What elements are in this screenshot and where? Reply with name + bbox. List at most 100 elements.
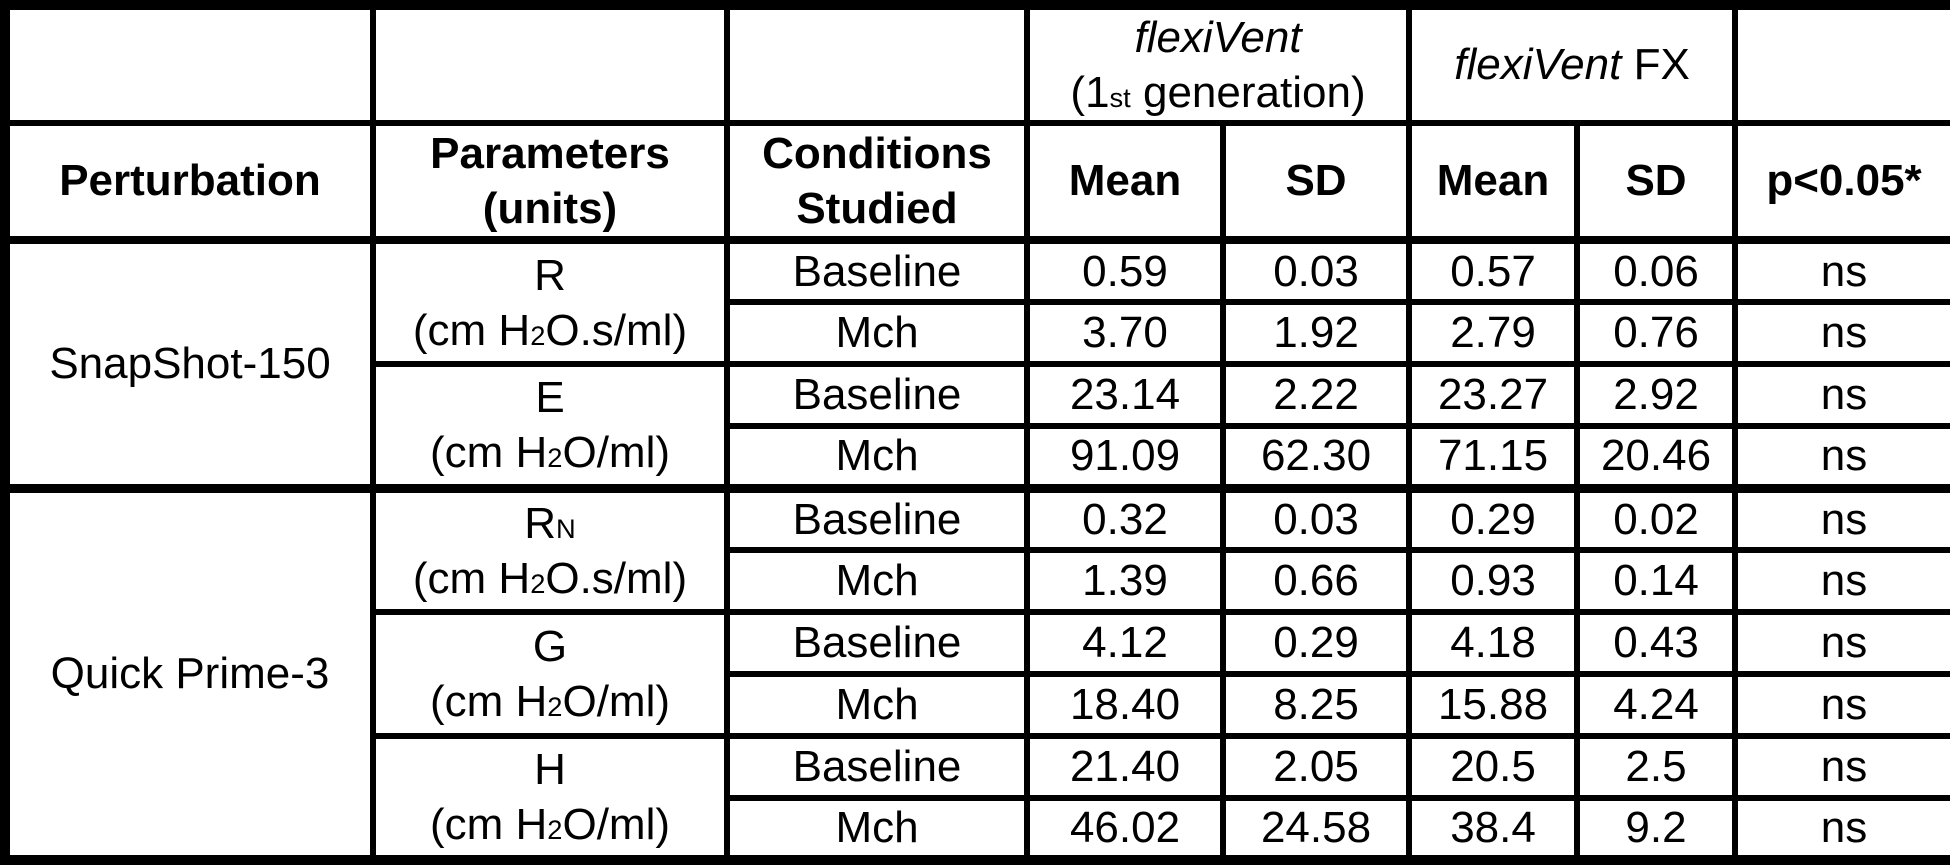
mean-fx-cell: 23.27 (1406, 361, 1581, 429)
mean-gen1-cell: 1.39 (1024, 547, 1226, 615)
condition-cell: Mch (724, 299, 1030, 367)
parameters-header-line1: Parameters (430, 129, 670, 178)
units-subscript: 2 (547, 442, 563, 474)
sd-gen1-cell: 2.05 (1219, 733, 1413, 801)
device-header-flexivent-fx: flexiVent FX (1406, 2, 1739, 126)
sd-gen1-cell: 62.30 (1219, 423, 1413, 491)
parameter-units-line: (cm H2O/ml) (382, 797, 718, 852)
units-suffix: O.s/ml) (545, 305, 688, 355)
condition-cell: Mch (724, 423, 1030, 491)
sd-gen1-cell: 1.92 (1219, 299, 1413, 367)
table-row: Quick Prime-3 RN (cm H2O.s/ml) Baseline … (2, 483, 1950, 863)
col-header-parameters: Parameters (units) (370, 120, 730, 244)
units-prefix: (cm H (429, 428, 548, 478)
sd-fx-cell: 0.14 (1574, 547, 1739, 615)
parameter-symbol-line: E (382, 370, 718, 425)
parameter-symbol-line: H (382, 742, 718, 797)
significance-cell: ns (1732, 547, 1950, 615)
col-header-sd-fx: SD (1574, 120, 1739, 244)
corner-blank-significance (1732, 2, 1950, 126)
parameter-symbol-line: R (382, 248, 718, 303)
parameter-cell: G (cm H2O/ml) (370, 609, 730, 739)
parameter-symbol-line: G (382, 619, 718, 674)
device-header-row: flexiVent (1st generation) flexiVent FX (2, 2, 1950, 126)
significance-cell: ns (1732, 483, 1950, 553)
condition-cell: Baseline (724, 483, 1030, 553)
sd-fx-cell: 0.02 (1574, 483, 1739, 553)
units-suffix: O.s/ml) (545, 553, 688, 603)
mean-gen1-cell: 4.12 (1024, 609, 1226, 677)
device-header-flexivent-gen1: flexiVent (1st generation) (1023, 2, 1413, 126)
mean-fx-cell: 15.88 (1406, 671, 1581, 739)
units-suffix: O/ml) (562, 800, 670, 849)
column-header-row: Perturbation Parameters (units) Conditio… (2, 120, 1950, 244)
parameter-cell: R (cm H2O.s/ml) (370, 237, 730, 367)
significance-cell: ns (1732, 299, 1950, 367)
parameter-symbol-line: RN (382, 497, 718, 551)
sd-fx-cell: 0.43 (1574, 609, 1739, 677)
condition-cell: Mch (724, 795, 1030, 863)
mean-gen1-cell: 21.40 (1024, 733, 1226, 801)
table-row: G (cm H2O/ml) Baseline 4.12 0.29 4.18 0.… (5, 609, 1950, 739)
generation-prefix: (1 (1070, 68, 1110, 117)
device-name-line: flexiVent (1036, 11, 1400, 65)
col-header-conditions: Conditions Studied (724, 120, 1030, 244)
sd-fx-cell: 9.2 (1574, 795, 1739, 863)
mean-fx-cell: 2.79 (1406, 299, 1581, 367)
units-prefix: (cm H (429, 677, 548, 726)
device-suffix: FX (1621, 40, 1690, 90)
mean-fx-cell: 0.57 (1406, 237, 1581, 305)
perturbation-cell: Quick Prime-3 (2, 483, 376, 863)
generation-suffix: generation) (1130, 68, 1366, 117)
units-prefix: (cm H (412, 553, 531, 603)
parameter-units-line: (cm H2O.s/ml) (382, 551, 718, 606)
mean-fx-cell: 0.93 (1406, 547, 1581, 615)
mean-gen1-cell: 91.09 (1024, 423, 1226, 491)
condition-cell: Baseline (724, 237, 1030, 305)
sd-fx-cell: 0.76 (1574, 299, 1739, 367)
units-prefix: (cm H (429, 800, 548, 849)
corner-blank-perturbation (2, 2, 376, 126)
parameter-symbol: R (534, 250, 566, 300)
mean-fx-cell: 38.4 (1406, 795, 1581, 863)
sd-gen1-cell: 0.03 (1219, 237, 1413, 305)
significance-cell: ns (1732, 423, 1950, 491)
units-prefix: (cm H (412, 305, 531, 355)
condition-cell: Baseline (724, 733, 1030, 801)
corner-blank-parameters (370, 2, 730, 126)
parameter-units-line: (cm H2O/ml) (382, 425, 718, 480)
parameter-units-line: (cm H2O.s/ml) (382, 303, 718, 358)
generation-superscript: st (1109, 82, 1131, 113)
units-subscript: 2 (547, 814, 563, 845)
sd-fx-cell: 0.06 (1574, 237, 1739, 305)
col-header-sd-gen1: SD (1219, 120, 1413, 244)
units-suffix: O/ml) (562, 677, 670, 726)
parameter-symbol: G (532, 622, 568, 671)
significance-cell: ns (1732, 733, 1950, 801)
mean-gen1-cell: 3.70 (1024, 299, 1226, 367)
device-generation-line: (1st generation) (1036, 65, 1400, 117)
units-subscript: 2 (547, 691, 563, 722)
parameter-symbol: R (524, 498, 557, 548)
sd-fx-cell: 4.24 (1574, 671, 1739, 739)
table-row: H (cm H2O/ml) Baseline 21.40 2.05 20.5 2… (5, 733, 1950, 863)
significance-cell: ns (1732, 671, 1950, 739)
device-name: flexiVent (1454, 40, 1622, 90)
device-name: flexiVent (1134, 13, 1302, 62)
mean-fx-cell: 20.5 (1406, 733, 1581, 801)
sd-gen1-cell: 24.58 (1219, 795, 1413, 863)
table-row: Mch 18.40 8.25 15.88 4.24 ns (5, 671, 1950, 739)
mean-gen1-cell: 0.32 (1024, 483, 1226, 553)
condition-cell: Baseline (724, 361, 1030, 429)
units-subscript: 2 (530, 567, 546, 599)
conditions-header-line1: Conditions (762, 129, 992, 178)
mean-fx-cell: 4.18 (1406, 609, 1581, 677)
corner-blank-conditions (724, 2, 1030, 126)
parameter-cell: RN (cm H2O.s/ml) (370, 483, 730, 615)
table-row: Mch 91.09 62.30 71.15 20.46 ns (5, 423, 1950, 491)
col-header-mean-fx: Mean (1406, 120, 1581, 244)
sd-fx-cell: 2.92 (1574, 361, 1739, 429)
sd-gen1-cell: 2.22 (1219, 361, 1413, 429)
sd-fx-cell: 20.46 (1574, 423, 1739, 491)
